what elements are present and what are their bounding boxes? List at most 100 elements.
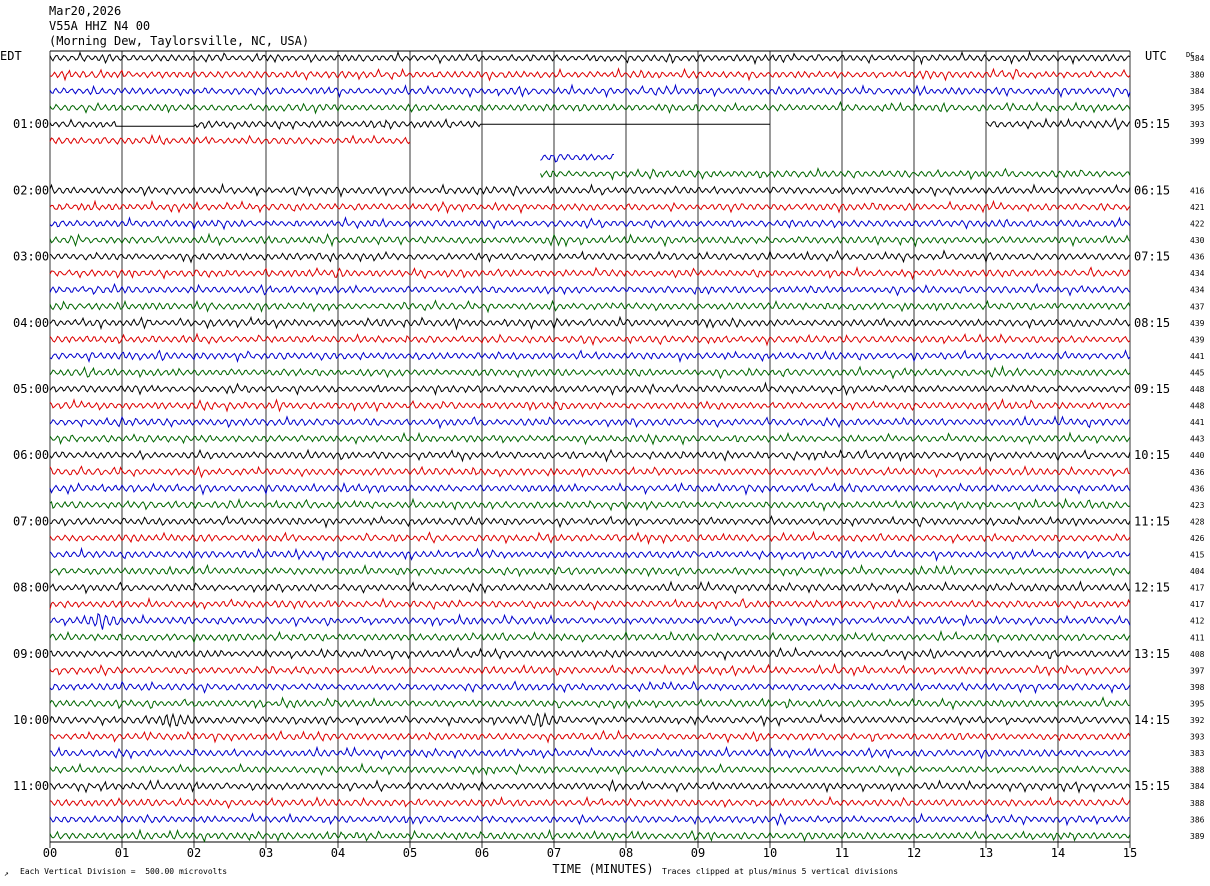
seismic-trace — [49, 133, 411, 146]
dc-offset-label: 441 — [1190, 418, 1205, 427]
left-hour-label: 09:00 — [13, 647, 49, 661]
dc-offset-label: 437 — [1190, 302, 1205, 311]
seismic-trace — [49, 596, 1131, 611]
x-tick-label: 06 — [475, 846, 489, 860]
left-hour-label: 02:00 — [13, 183, 49, 197]
seismic-trace — [49, 762, 1131, 778]
right-hour-label: 07:15 — [1134, 250, 1170, 264]
x-tick-label: 02 — [187, 846, 201, 860]
dc-offset-label: 395 — [1190, 104, 1205, 113]
dc-offset-label: 441 — [1190, 352, 1205, 361]
seismic-trace — [49, 216, 1131, 231]
seismic-trace — [49, 349, 1131, 364]
left-hour-label: 04:00 — [13, 316, 49, 330]
seismic-trace — [49, 795, 1131, 810]
dc-offset-label: 430 — [1190, 236, 1205, 245]
seismic-trace — [49, 431, 1131, 446]
seismic-trace — [49, 612, 1131, 630]
right-hour-label: 09:15 — [1134, 382, 1170, 396]
dc-offset-label: 422 — [1190, 220, 1205, 229]
dc-offset-label: 443 — [1190, 435, 1205, 444]
seismic-trace — [49, 662, 1131, 677]
seismic-trace — [49, 580, 1131, 595]
dc-offset-label: 384 — [1190, 782, 1205, 791]
left-timezone-label: EDT — [0, 49, 22, 63]
seismic-trace — [49, 398, 1131, 413]
dc-offset-label: 423 — [1190, 501, 1205, 510]
seismic-trace — [49, 199, 1131, 215]
dc-offset-label: 393 — [1190, 120, 1205, 129]
dc-offset-label: 388 — [1190, 766, 1205, 775]
dc-offset-label: 416 — [1190, 186, 1205, 195]
left-hour-label: 01:00 — [13, 117, 49, 131]
dc-offset-label: 389 — [1190, 832, 1205, 841]
dc-offset-label: 440 — [1190, 451, 1205, 460]
seismic-trace — [49, 249, 1131, 264]
x-tick-label: 10 — [763, 846, 777, 860]
right-hour-label: 12:15 — [1134, 581, 1170, 595]
dc-offset-label: 383 — [1190, 749, 1205, 758]
right-hour-label: 14:15 — [1134, 713, 1170, 727]
seismic-trace — [49, 530, 1131, 546]
dc-offset-label: 392 — [1190, 716, 1205, 725]
left-hour-label: 08:00 — [13, 581, 49, 595]
x-tick-label: 08 — [619, 846, 633, 860]
seismic-trace — [49, 812, 1131, 827]
seismic-trace — [50, 515, 1131, 529]
right-hour-label: 06:15 — [1134, 183, 1170, 197]
dc-offset-label: 445 — [1190, 368, 1205, 377]
seismic-trace — [49, 182, 1131, 198]
seismic-trace — [49, 100, 1131, 115]
dc-offset-label: 417 — [1190, 600, 1205, 609]
dc-offset-label: 398 — [1190, 683, 1205, 692]
seismic-trace — [49, 299, 1131, 314]
clip-note: Traces clipped at plus/minus 5 vertical … — [662, 867, 899, 876]
dc-offset-label: 408 — [1190, 650, 1205, 659]
location-label: (Morning Dew, Taylorsville, NC, USA) — [49, 34, 310, 48]
right-hour-label: 08:15 — [1134, 316, 1170, 330]
x-tick-label: 05 — [403, 846, 417, 860]
seismic-trace — [49, 50, 1131, 66]
right-hour-label: 15:15 — [1134, 779, 1170, 793]
scale-note: Each Vertical Division = 500.00 microvol… — [20, 867, 228, 876]
seismic-trace — [49, 745, 1131, 760]
dc-header-label: DC — [1186, 51, 1194, 59]
left-hour-label: 11:00 — [13, 779, 49, 793]
dc-offset-label: 436 — [1190, 253, 1205, 262]
dc-offset-label: 436 — [1190, 468, 1205, 477]
seismic-trace — [49, 497, 1131, 513]
dc-offset-label: 448 — [1190, 402, 1205, 411]
x-tick-label: 00 — [43, 846, 57, 860]
dc-offset-label: 417 — [1190, 584, 1205, 593]
seismic-trace — [49, 448, 1131, 463]
right-hour-label: 11:15 — [1134, 514, 1170, 528]
x-tick-label: 13 — [979, 846, 993, 860]
seismic-trace — [49, 315, 1131, 331]
seismic-trace — [49, 696, 1131, 711]
dc-offset-label: 380 — [1190, 71, 1205, 80]
dc-offset-label: 399 — [1190, 137, 1205, 146]
dc-offset-label: 415 — [1190, 551, 1205, 560]
x-axis-title: TIME (MINUTES) — [552, 862, 653, 876]
seismic-trace — [49, 232, 1131, 248]
seismic-trace — [49, 729, 1131, 744]
seismic-trace — [49, 83, 1131, 99]
station-label: V55A HHZ N4 00 — [49, 19, 151, 33]
seismic-trace — [49, 481, 1131, 496]
dc-offset-label: 395 — [1190, 699, 1205, 708]
seismic-trace — [540, 167, 1131, 181]
x-tick-label: 12 — [907, 846, 921, 860]
x-tick-label: 01 — [115, 846, 129, 860]
dc-offset-label: 384 — [1190, 54, 1205, 63]
dc-offset-label: 448 — [1190, 385, 1205, 394]
left-hour-label: 06:00 — [13, 448, 49, 462]
seismic-trace — [49, 117, 770, 131]
dc-offset-label: 434 — [1190, 286, 1205, 295]
seismic-trace — [49, 563, 1131, 578]
seismic-trace — [49, 680, 1131, 695]
dc-offset-label: 412 — [1190, 617, 1205, 626]
dc-offset-label: 421 — [1190, 203, 1205, 212]
left-hour-label: 10:00 — [13, 713, 49, 727]
dc-offset-label: 397 — [1190, 666, 1205, 675]
